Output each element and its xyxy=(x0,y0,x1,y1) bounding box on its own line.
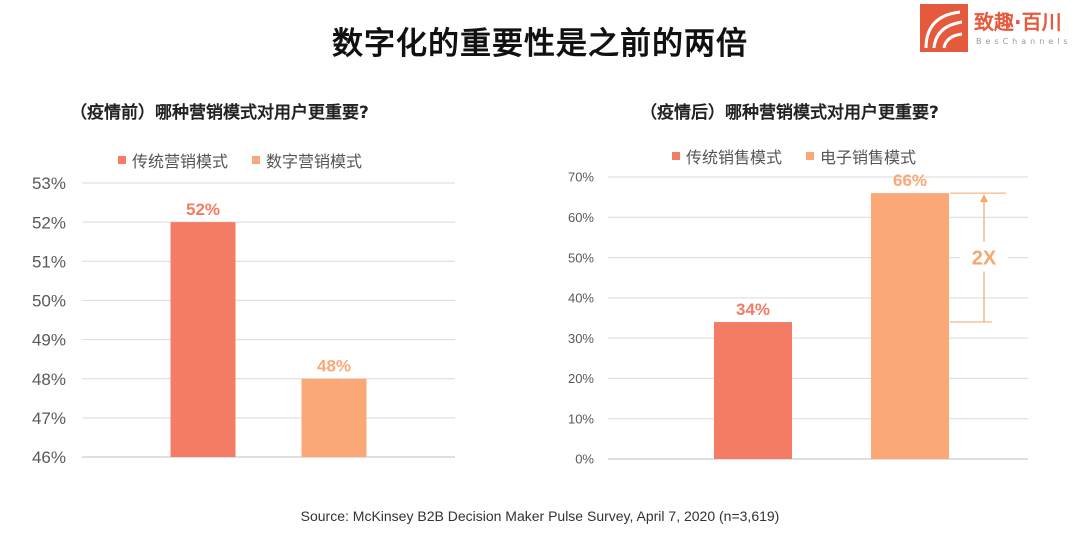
y-tick-label: 0% xyxy=(575,452,594,467)
annotation-arrow-head-icon xyxy=(980,194,988,203)
y-tick-label: 50% xyxy=(568,250,594,265)
legend-swatch xyxy=(118,156,126,164)
logo-name: 致趣·百川 xyxy=(974,10,1062,34)
page-title: 数字化的重要性是之前的两倍 xyxy=(332,26,748,62)
legend-swatch xyxy=(672,152,680,160)
legend-item-traditional: 传统销售模式 xyxy=(672,144,782,168)
source-note: Source: McKinsey B2B Decision Maker Puls… xyxy=(300,508,780,524)
left-chart-legend: 传统营销模式 数字营销模式 xyxy=(118,148,362,172)
y-tick-label: 50% xyxy=(32,292,66,311)
y-tick-label: 52% xyxy=(32,213,66,232)
right-chart-legend: 传统销售模式 电子销售模式 xyxy=(672,144,916,168)
legend-label: 传统销售模式 xyxy=(686,148,783,167)
y-tick-label: 48% xyxy=(32,370,66,389)
legend-label: 数字营销模式 xyxy=(266,152,363,171)
legend-label: 电子销售模式 xyxy=(820,148,917,167)
legend-item-traditional: 传统营销模式 xyxy=(118,148,228,172)
data-label: 34% xyxy=(736,300,770,319)
bar-digital xyxy=(301,378,367,457)
annotation-label-bg xyxy=(960,241,1008,272)
y-tick-label: 20% xyxy=(568,371,594,386)
logo-mark-icon xyxy=(920,4,968,52)
data-label: 48% xyxy=(317,357,351,376)
y-tick-label: 47% xyxy=(32,409,66,428)
legend-swatch xyxy=(806,152,815,160)
y-tick-label: 53% xyxy=(32,174,66,193)
annotation-label: 2X xyxy=(972,248,997,270)
y-tick-label: 70% xyxy=(568,170,594,185)
data-label: 66% xyxy=(893,171,927,190)
left-chart-title: （疫情前）哪种营销模式对用户更重要? xyxy=(70,103,369,123)
right-chart-title: （疫情后）哪种营销模式对用户更重要? xyxy=(640,103,939,123)
y-tick-label: 10% xyxy=(568,411,594,426)
y-tick-label: 30% xyxy=(568,331,594,346)
y-tick-label: 51% xyxy=(32,252,66,271)
bar-traditional xyxy=(714,322,792,459)
legend-item-digital: 数字营销模式 xyxy=(252,148,362,172)
legend-label: 传统营销模式 xyxy=(132,152,229,171)
y-tick-label: 46% xyxy=(32,448,66,467)
bar-traditional xyxy=(170,222,236,457)
data-label: 52% xyxy=(186,200,220,219)
y-tick-label: 40% xyxy=(568,291,594,306)
y-tick-label: 60% xyxy=(568,210,594,225)
y-tick-label: 49% xyxy=(32,331,66,350)
legend-item-digital: 电子销售模式 xyxy=(806,144,916,168)
logo-subtext: BesChannels xyxy=(976,37,1072,46)
brand-logo: 致趣·百川 BesChannels xyxy=(920,4,1080,56)
legend-swatch xyxy=(252,156,261,164)
bar-digital xyxy=(871,193,949,459)
